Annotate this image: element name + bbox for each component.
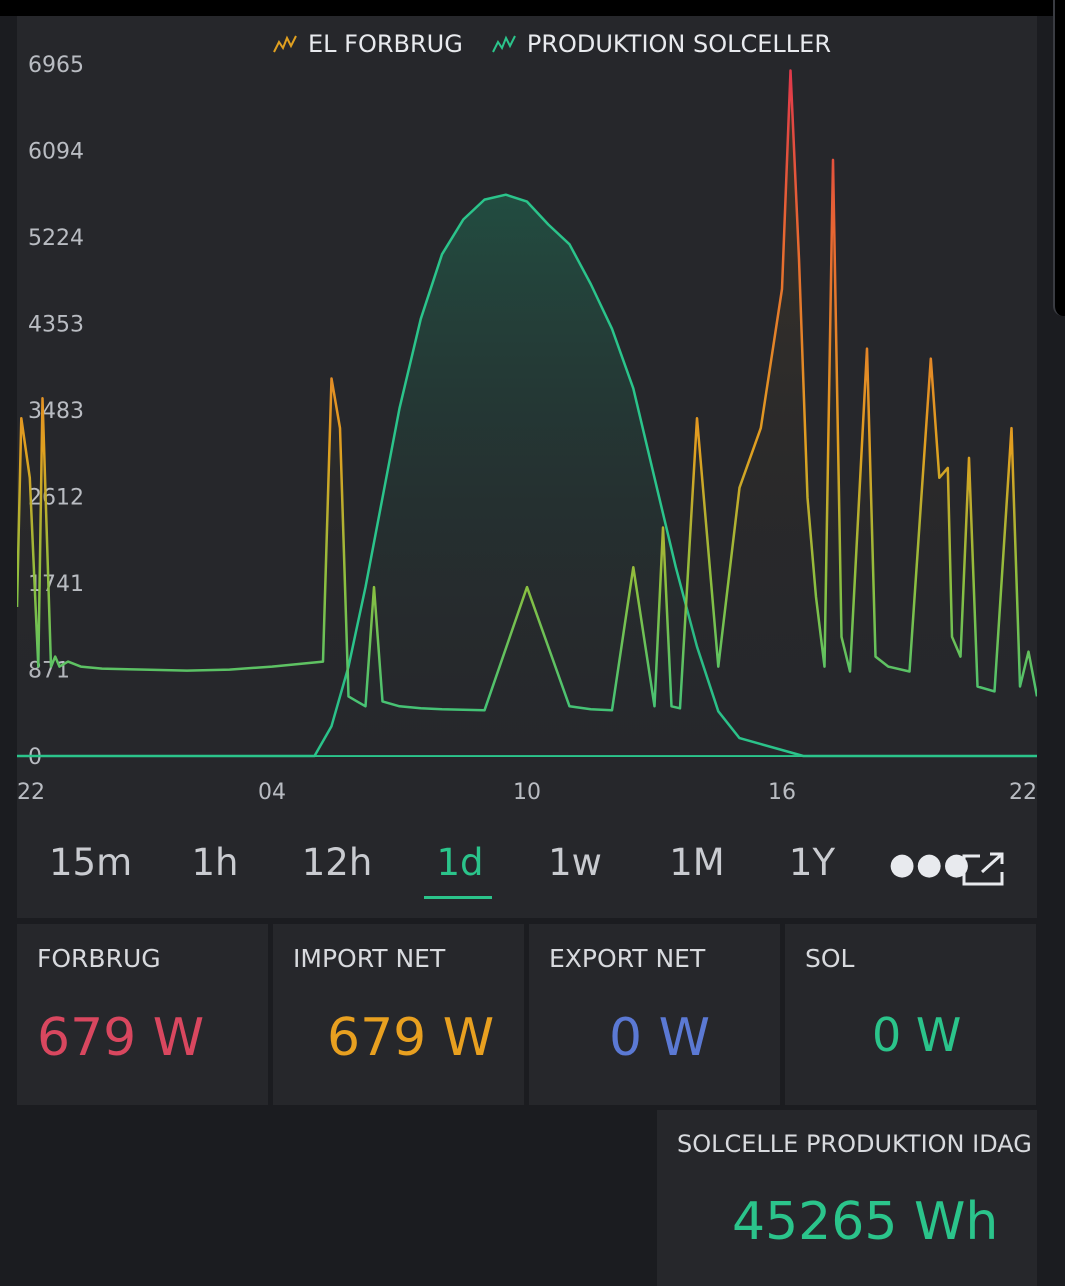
card-export-net: EXPORT NET 0 W	[529, 924, 780, 1105]
card-sol: SOL 0 W	[785, 924, 1036, 1105]
x-tick-label: 04	[258, 780, 286, 805]
tab-1h[interactable]: 1h	[191, 841, 239, 884]
tab-1M[interactable]: 1M	[669, 841, 725, 884]
card-import-net: IMPORT NET 679 W	[273, 924, 524, 1105]
tab-1d[interactable]: 1d	[436, 841, 484, 884]
card-value: 679 W	[327, 1008, 495, 1068]
time-range-tabs: 15m 1h 12h 1d 1w 1M 1Y ●●●	[17, 835, 1037, 910]
y-tick-label: 2612	[28, 485, 84, 510]
series-el-forbrug-area	[17, 70, 1037, 756]
line-chart-icon	[273, 35, 297, 53]
chart-legend: EL FORBRUG PRODUKTION SOLCELLER	[272, 30, 831, 58]
legend-label-produktion: PRODUKTION SOLCELLER	[526, 30, 832, 58]
energy-chart[interactable]: 69656094522443533483261217418710 2204101…	[17, 16, 1037, 836]
y-tick-label: 1741	[28, 572, 84, 597]
legend-item-el-forbrug[interactable]: EL FORBRUG	[272, 30, 463, 58]
card-value: 45265 Wh	[732, 1192, 999, 1252]
tab-1Y[interactable]: 1Y	[788, 841, 836, 884]
legend-item-produktion[interactable]: PRODUKTION SOLCELLER	[491, 30, 831, 58]
chart-panel: 69656094522443533483261217418710 2204101…	[17, 16, 1037, 918]
tab-1w[interactable]: 1w	[548, 841, 602, 884]
y-tick-label: 4353	[28, 313, 84, 338]
external-link-icon[interactable]	[960, 850, 1008, 890]
screen-edge	[1053, 0, 1065, 316]
y-tick-label: 6965	[28, 53, 84, 78]
series-el-forbrug[interactable]	[17, 69, 1037, 712]
series-produktion-solceller-area	[17, 194, 1037, 756]
card-value: 0 W	[609, 1008, 711, 1068]
card-label: SOL	[805, 944, 855, 973]
tab-12h[interactable]: 12h	[301, 841, 373, 884]
card-label: IMPORT NET	[293, 944, 446, 973]
ellipsis-icon[interactable]: ●●●	[889, 847, 971, 882]
card-forbrug: FORBRUG 679 W	[17, 924, 268, 1105]
tab-15m[interactable]: 15m	[49, 841, 133, 884]
status-bar	[0, 0, 1065, 16]
x-tick-label: 22	[17, 780, 45, 805]
y-tick-label: 3483	[28, 399, 84, 424]
legend-label-el-forbrug: EL FORBRUG	[308, 30, 463, 58]
card-label: EXPORT NET	[549, 944, 706, 973]
x-tick-label: 22	[1009, 780, 1037, 805]
card-value: 0 W	[872, 1008, 962, 1062]
x-tick-label: 10	[513, 780, 541, 805]
y-tick-label: 5224	[28, 226, 84, 251]
card-value: 679 W	[37, 1008, 205, 1068]
y-tick-label: 6094	[28, 140, 84, 165]
card-label: SOLCELLE PRODUKTION IDAG	[677, 1130, 1032, 1158]
x-tick-label: 16	[768, 780, 796, 805]
active-tab-indicator	[424, 896, 492, 899]
card-label: FORBRUG	[37, 944, 161, 973]
line-chart-icon	[491, 35, 516, 53]
card-solcelle-produktion-idag: SOLCELLE PRODUKTION IDAG 45265 Wh	[657, 1110, 1037, 1286]
